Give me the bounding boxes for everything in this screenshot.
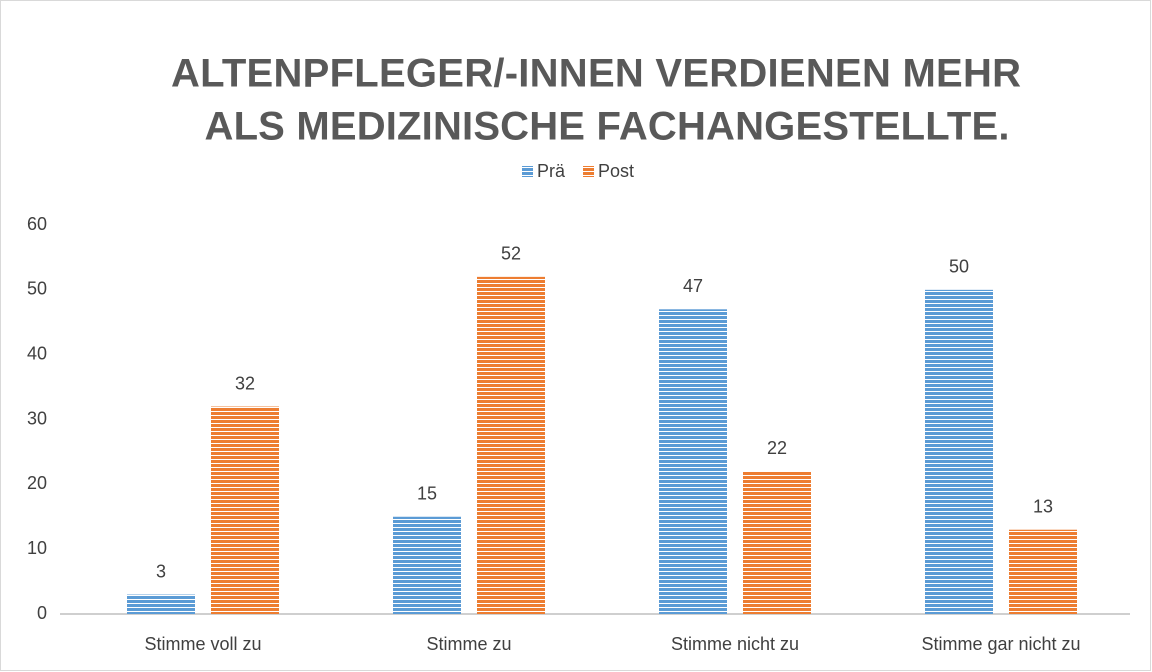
bar	[477, 276, 545, 614]
bar	[925, 289, 993, 614]
value-label: 22	[767, 438, 787, 458]
value-label: 32	[235, 373, 255, 393]
x-tick-label: Stimme voll zu	[144, 634, 261, 654]
bar	[743, 471, 811, 614]
y-tick-label: 50	[27, 279, 47, 299]
value-label: 13	[1033, 496, 1053, 516]
legend-swatch	[583, 166, 595, 177]
value-label: 47	[683, 276, 703, 296]
bar	[211, 406, 279, 614]
value-label: 50	[949, 257, 969, 277]
legend-swatch	[522, 166, 533, 177]
y-tick-label: 20	[27, 473, 47, 493]
bar	[393, 516, 461, 614]
y-tick-label: 30	[27, 408, 47, 428]
x-tick-label: Stimme nicht zu	[671, 634, 799, 654]
value-label: 15	[417, 484, 437, 504]
x-tick-label: Stimme gar nicht zu	[921, 634, 1080, 654]
x-tick-label: Stimme zu	[426, 634, 511, 654]
bar	[127, 594, 195, 614]
legend-label: Post	[598, 161, 634, 181]
y-tick-label: 60	[27, 214, 47, 234]
bar	[659, 309, 727, 614]
value-label: 3	[156, 561, 166, 581]
value-label: 52	[501, 244, 521, 264]
y-tick-label: 0	[37, 603, 47, 623]
legend-label: Prä	[537, 161, 566, 181]
chart-title: ALS MEDIZINISCHE FACHANGESTELLTE.	[205, 105, 1010, 149]
y-tick-label: 40	[27, 343, 47, 363]
bar	[1009, 529, 1077, 614]
y-tick-label: 10	[27, 538, 47, 558]
chart-title: ALTENPFLEGER/-INNEN VERDIENEN MEHR	[171, 52, 1021, 96]
